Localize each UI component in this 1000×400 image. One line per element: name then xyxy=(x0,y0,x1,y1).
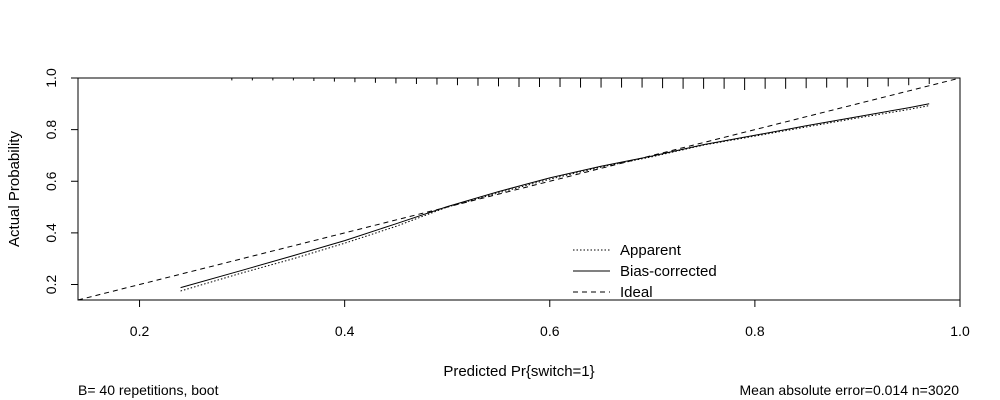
y-axis-title: Actual Probability xyxy=(6,131,23,247)
x-tick-label: 0.8 xyxy=(745,323,765,339)
y-tick-label: 1.0 xyxy=(43,68,59,88)
series-line-bias-corrected xyxy=(180,103,930,289)
legend-label: Bias-corrected xyxy=(620,263,717,280)
y-axis: 0.2 0.4 0.6 0.8 1.0 xyxy=(43,68,79,295)
series-line-apparent xyxy=(180,105,930,292)
series-line-ideal xyxy=(77,77,961,301)
x-tick-label: 0.6 xyxy=(540,323,560,339)
legend: Apparent Bias-corrected Ideal xyxy=(573,242,717,301)
x-axis: 0.2 0.4 0.6 0.8 1.0 xyxy=(130,299,970,339)
y-tick-label: 0.6 xyxy=(43,171,59,191)
x-tick-label: 0.2 xyxy=(130,323,150,339)
series-layer xyxy=(77,77,961,301)
x-tick-label: 1.0 xyxy=(950,323,970,339)
y-tick-label: 0.2 xyxy=(43,275,59,295)
x-axis-title: Predicted Pr{switch=1} xyxy=(443,363,594,380)
rug-marks xyxy=(231,78,930,90)
footer-left-text: B= 40 repetitions, boot xyxy=(78,382,219,398)
legend-label: Ideal xyxy=(620,284,653,301)
y-tick-label: 0.8 xyxy=(43,120,59,140)
y-tick-label: 0.4 xyxy=(43,223,59,243)
x-tick-label: 0.4 xyxy=(335,323,355,339)
legend-label: Apparent xyxy=(620,242,682,259)
footer-right-text: Mean absolute error=0.014 n=3020 xyxy=(740,382,960,398)
